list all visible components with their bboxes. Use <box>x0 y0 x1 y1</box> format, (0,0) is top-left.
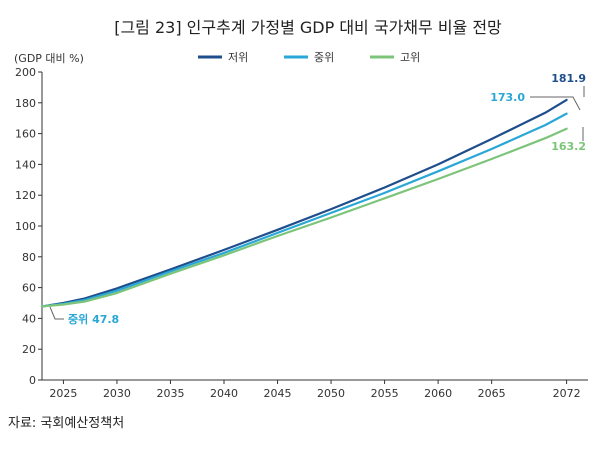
x-tick-label: 2055 <box>371 387 399 400</box>
source-note: 자료: 국회예산정책처 <box>8 416 125 431</box>
annotation-label: 163.2 <box>551 140 586 153</box>
y-axis-ticks: 0 20 40 60 80 100 120 140 160 180 200 <box>15 66 42 387</box>
x-tick-label: 2065 <box>478 387 506 400</box>
y-tick-label: 40 <box>22 312 36 325</box>
series-line-중위 <box>40 112 568 308</box>
y-tick-label: 200 <box>15 66 36 79</box>
y-tick-label: 120 <box>15 189 36 202</box>
legend-label-저위: 저위 <box>228 51 248 64</box>
x-axis-ticks: 2025 2030 2035 2040 2045 2050 2055 2060 2065 2072 <box>49 380 581 400</box>
x-tick-label: 2072 <box>553 387 581 400</box>
y-tick-label: 80 <box>22 251 36 264</box>
y-tick-label: 100 <box>15 220 36 233</box>
x-tick-label: 2045 <box>264 387 292 400</box>
y-tick-label: 0 <box>29 374 36 387</box>
legend-label-고위: 고위 <box>400 51 420 64</box>
x-tick-label: 2030 <box>103 387 131 400</box>
x-tick-label: 2050 <box>317 387 345 400</box>
x-tick-label: 2025 <box>49 387 77 400</box>
legend-label-중위: 중위 <box>314 51 334 64</box>
annotation-label: 181.9 <box>551 72 586 85</box>
annotation-leader <box>530 96 581 111</box>
x-tick-label: 2035 <box>156 387 184 400</box>
annotation-label: 중위 47.8 <box>68 313 119 326</box>
y-tick-label: 60 <box>22 282 36 295</box>
annotation-leader <box>49 306 64 320</box>
x-tick-label: 2060 <box>424 387 452 400</box>
x-tick-label: 2040 <box>210 387 238 400</box>
y-tick-label: 140 <box>15 158 36 171</box>
series-lines <box>40 98 568 308</box>
y-tick-label: 20 <box>22 343 36 356</box>
annotation-label: 173.0 <box>490 91 525 104</box>
series-line-고위 <box>40 127 568 308</box>
annotations: 181.9 173.0 163.2 중위 47.8 <box>49 72 586 326</box>
legend: 저위 중위 고위 <box>198 51 420 64</box>
figure-title: [그림 23] 인구추계 가정별 GDP 대비 국가채무 비율 전망 <box>114 18 502 37</box>
series-line-저위 <box>40 98 568 308</box>
y-axis-label: (GDP 대비 %) <box>14 52 84 65</box>
y-tick-label: 180 <box>15 97 36 110</box>
y-tick-label: 160 <box>15 128 36 141</box>
